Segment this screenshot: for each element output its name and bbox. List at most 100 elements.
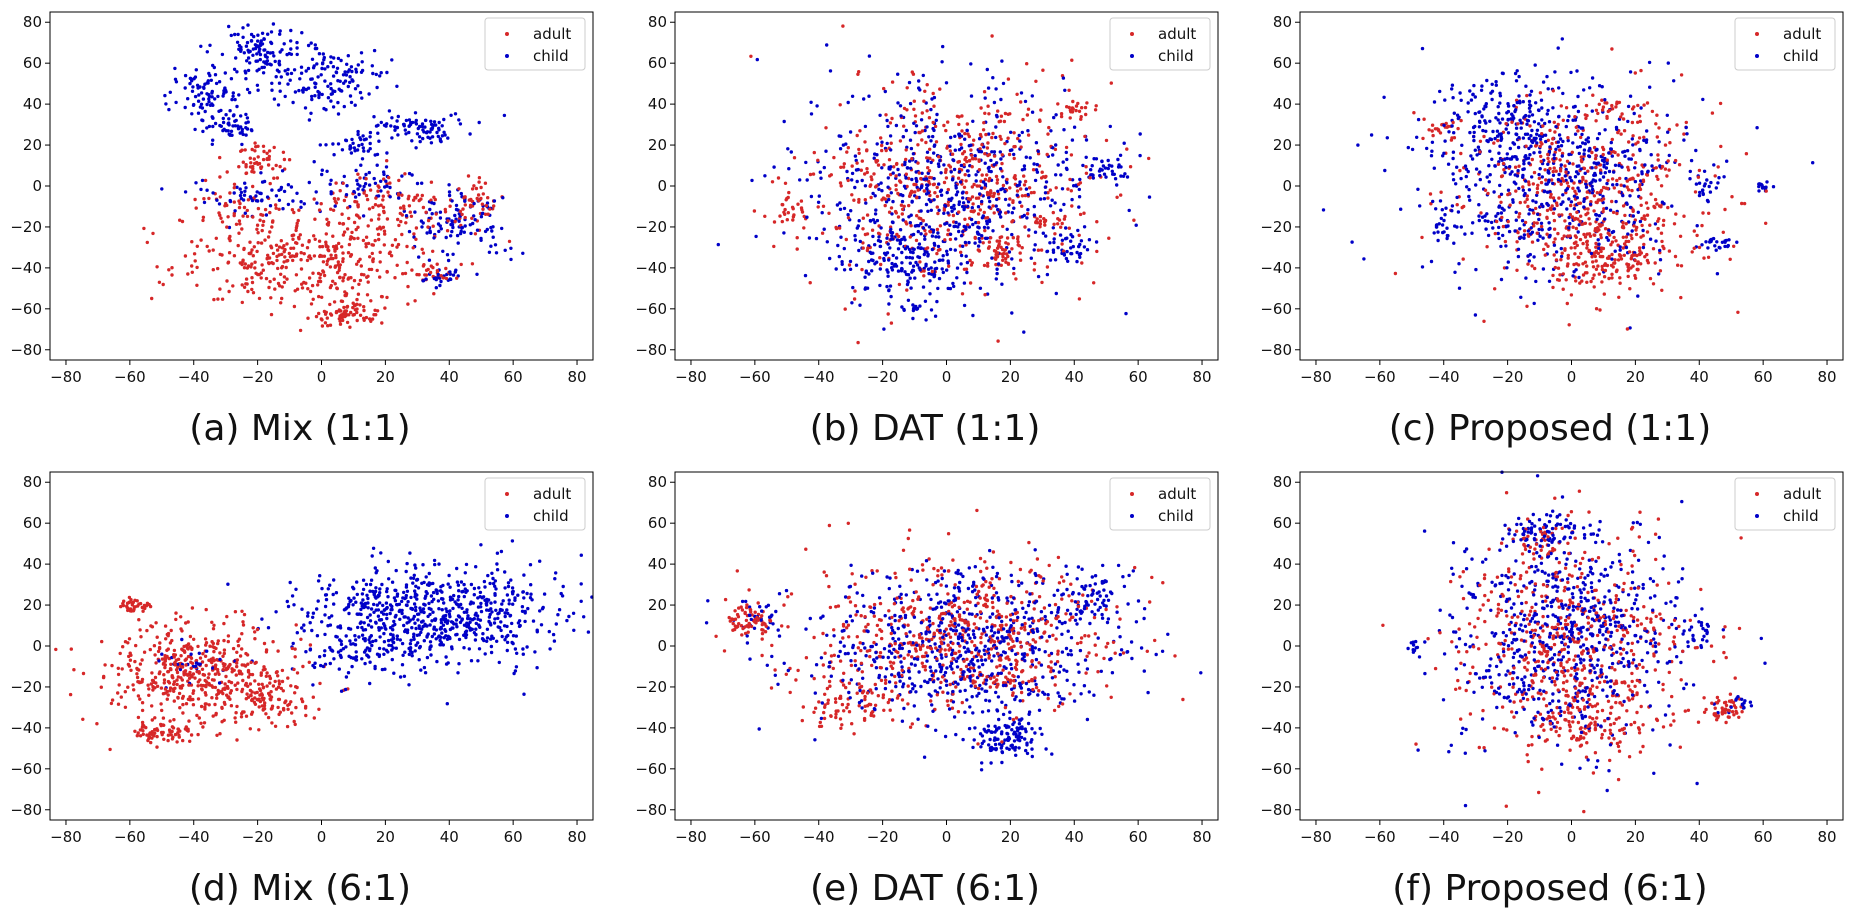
child-point [314,86,317,89]
adult-point [1573,252,1576,255]
child-point [1071,138,1074,141]
child-point [964,241,967,244]
adult-point [959,143,962,146]
child-point [1718,246,1721,249]
adult-point [886,194,889,197]
adult-point [318,208,321,211]
child-point [804,274,807,277]
adult-point [1659,205,1662,208]
adult-point [1021,194,1024,197]
child-point [1527,162,1530,165]
child-point [315,607,318,610]
child-point [951,178,954,181]
adult-point [1575,126,1578,129]
adult-point [1026,212,1029,215]
adult-point [1599,250,1602,253]
child-point [1006,228,1009,231]
adult-point [1660,289,1663,292]
child-point [879,240,882,243]
adult-point [866,246,869,249]
adult-point [1001,225,1004,228]
child-point [856,180,859,183]
child-point [1509,157,1512,160]
adult-point [244,148,247,151]
data-points [1322,37,1815,330]
child-point [991,76,994,79]
child-point [1382,96,1385,99]
adult-point [1679,296,1682,299]
adult-point [399,220,402,223]
child-point [227,25,230,28]
adult-point [1665,174,1668,177]
child-point [911,303,914,306]
adult-point [323,255,326,258]
adult-point [1660,232,1663,235]
adult-point [949,149,952,152]
child-point [173,67,176,70]
adult-point [258,219,261,222]
child-point [996,208,999,211]
adult-point [1625,262,1628,265]
child-point [275,194,278,197]
adult-point [1531,240,1534,243]
adult-point [295,254,298,257]
child-point [1557,173,1560,176]
adult-point [982,128,985,131]
adult-point [844,307,847,310]
adult-point [334,200,337,203]
child-point [1463,232,1466,235]
child-point [1501,117,1504,120]
child-point [975,179,978,182]
child-point [1475,153,1478,156]
child-point [203,201,206,204]
child-point [441,134,444,137]
child-point [1497,226,1500,229]
child-point [376,132,379,135]
child-point [1456,114,1459,117]
child-point [892,254,895,257]
child-point [717,243,720,246]
child-point [1523,167,1526,170]
adult-point [1606,158,1609,161]
child-point [408,230,411,233]
child-point [329,99,332,102]
adult-point [345,309,348,312]
adult-point [315,315,318,318]
child-point [783,120,786,123]
x-tick-label: −40 [178,368,210,386]
child-point [411,654,414,657]
child-point [293,68,296,71]
adult-point [276,176,279,179]
child-point [1063,89,1066,92]
adult-point [1080,261,1083,264]
child-point [1706,246,1709,249]
adult-point [1559,258,1562,261]
adult-point [966,122,969,125]
child-point [953,135,956,138]
child-point [350,101,353,104]
child-point [963,281,966,284]
child-point [244,133,247,136]
child-point [982,214,985,217]
adult-point [1601,268,1604,271]
child-point [213,97,216,100]
child-point [469,232,472,235]
adult-point [1147,157,1150,160]
child-point [1089,168,1092,171]
adult-point [311,284,314,287]
adult-point [142,227,145,230]
child-point [903,185,906,188]
child-point [1065,237,1068,240]
child-point [347,85,350,88]
adult-point [1576,129,1579,132]
adult-point [884,204,887,207]
child-point [448,270,451,273]
adult-point [195,284,198,287]
adult-point [267,158,270,161]
child-point [1598,132,1601,135]
child-point [1530,175,1533,178]
adult-point [477,193,480,196]
child-point [880,166,883,169]
adult-point [1558,148,1561,151]
child-point [414,146,417,149]
